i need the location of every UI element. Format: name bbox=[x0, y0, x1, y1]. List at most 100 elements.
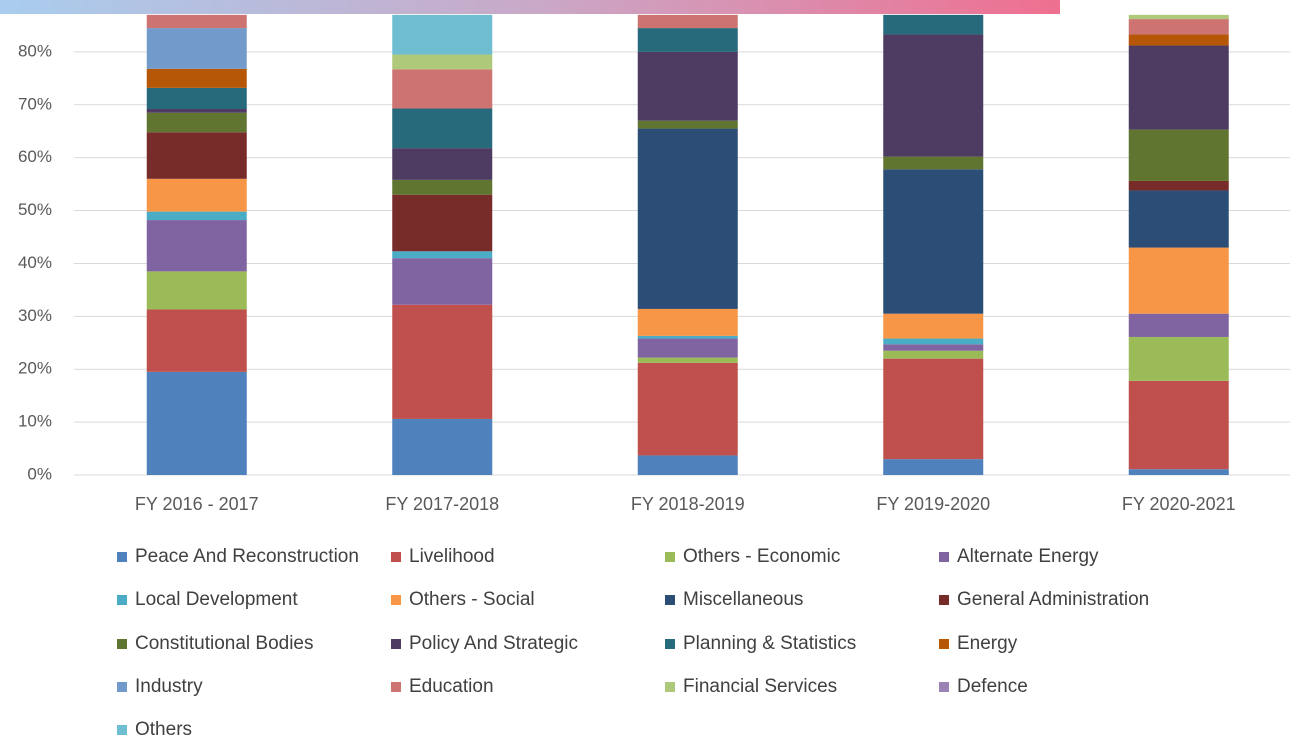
bar-segment bbox=[392, 304, 493, 419]
legend-label: Policy And Strategic bbox=[409, 633, 578, 654]
header-banner bbox=[0, 0, 1060, 14]
bar-segment bbox=[883, 344, 984, 351]
bar-segment bbox=[146, 87, 247, 110]
bar-segment bbox=[146, 68, 247, 88]
legend-label: General Administration bbox=[957, 589, 1149, 610]
legend-swatch bbox=[117, 552, 127, 562]
bar-segment bbox=[1128, 313, 1229, 337]
bar-segment bbox=[883, 169, 984, 314]
legend-swatch bbox=[117, 682, 127, 692]
y-tick-label: 20% bbox=[18, 359, 52, 378]
y-tick-label: 30% bbox=[18, 306, 52, 325]
y-tick-label: 60% bbox=[18, 147, 52, 166]
bar-segment bbox=[883, 338, 984, 345]
legend-label: Alternate Energy bbox=[957, 546, 1099, 567]
legend-label: Others - Social bbox=[409, 589, 535, 610]
bar-segment bbox=[392, 54, 493, 70]
bar-segment bbox=[146, 211, 247, 221]
bar-segment bbox=[146, 132, 247, 179]
bar-segment bbox=[1128, 19, 1229, 35]
bar-segment bbox=[883, 350, 984, 359]
legend-label: Others bbox=[135, 719, 192, 738]
legend-label: Local Development bbox=[135, 589, 298, 610]
legend-swatch bbox=[391, 595, 401, 605]
bar-segment bbox=[883, 313, 984, 339]
bar-segment bbox=[883, 358, 984, 460]
x-tick-label: FY 2016 - 2017 bbox=[135, 494, 259, 514]
bar-segment bbox=[146, 109, 247, 113]
legend-label: Others - Economic bbox=[683, 546, 840, 567]
bar-segment bbox=[637, 335, 738, 339]
legend-label: Livelihood bbox=[409, 546, 495, 567]
bar-segment bbox=[1128, 34, 1229, 46]
legend-label: Industry bbox=[135, 676, 203, 697]
x-tick-label: FY 2018-2019 bbox=[631, 494, 745, 514]
bar-segment bbox=[637, 357, 738, 363]
bar-segment bbox=[392, 418, 493, 475]
bar-segment bbox=[883, 34, 984, 157]
bar-segment bbox=[392, 194, 493, 252]
bar-segment bbox=[392, 14, 493, 55]
bar-segment bbox=[146, 112, 247, 133]
legend-swatch bbox=[939, 639, 949, 649]
bar-segment bbox=[1128, 336, 1229, 381]
bar-segment bbox=[637, 51, 738, 121]
bar-segment bbox=[146, 14, 247, 29]
bar-segment bbox=[637, 120, 738, 129]
y-tick-label: 80% bbox=[18, 41, 52, 60]
bar-segment bbox=[883, 459, 984, 475]
y-tick-label: 10% bbox=[18, 412, 52, 431]
x-tick-label: FY 2020-2021 bbox=[1122, 494, 1236, 514]
legend-swatch bbox=[391, 682, 401, 692]
legend-swatch bbox=[665, 682, 675, 692]
legend-label: Peace And Reconstruction bbox=[135, 546, 359, 567]
bar-segment bbox=[392, 251, 493, 259]
legend-swatch bbox=[939, 552, 949, 562]
bar-segment bbox=[146, 178, 247, 212]
bar-segment bbox=[1128, 45, 1229, 130]
bar-segment bbox=[146, 371, 247, 475]
y-tick-label: 50% bbox=[18, 200, 52, 219]
bar-segment bbox=[1128, 247, 1229, 314]
bar-segment bbox=[1128, 180, 1229, 191]
legend-swatch bbox=[939, 595, 949, 605]
legend-swatch bbox=[665, 639, 675, 649]
bar-segment bbox=[637, 338, 738, 358]
legend-label: Defence bbox=[957, 676, 1028, 697]
bar-segment bbox=[883, 156, 984, 170]
bar-segment bbox=[1128, 380, 1229, 470]
legend-swatch bbox=[117, 725, 127, 735]
bar-segment bbox=[392, 179, 493, 195]
legend-swatch bbox=[939, 682, 949, 692]
bar-segment bbox=[1128, 14, 1229, 20]
legend-swatch bbox=[665, 595, 675, 605]
x-tick-label: FY 2019-2020 bbox=[876, 494, 990, 514]
bar-segment bbox=[146, 309, 247, 372]
bar-segment bbox=[637, 28, 738, 52]
legend-label: Miscellaneous bbox=[683, 589, 803, 610]
y-tick-label: 70% bbox=[18, 94, 52, 113]
bar-segment bbox=[392, 258, 493, 305]
legend-swatch bbox=[391, 552, 401, 562]
bar-segment bbox=[883, 14, 984, 35]
legend-swatch bbox=[117, 595, 127, 605]
legend-label: Education bbox=[409, 676, 494, 697]
bar-segment bbox=[1128, 190, 1229, 248]
legend-swatch bbox=[665, 552, 675, 562]
bar-segment bbox=[637, 455, 738, 475]
x-tick-label: FY 2017-2018 bbox=[385, 494, 499, 514]
bar-segment bbox=[392, 69, 493, 109]
bar-segment bbox=[637, 128, 738, 309]
bar-segment bbox=[146, 220, 247, 272]
legend-label: Financial Services bbox=[683, 676, 837, 697]
bar-segment bbox=[637, 362, 738, 456]
legend-label: Planning & Statistics bbox=[683, 633, 856, 654]
bar-segment bbox=[146, 271, 247, 310]
bar-segment bbox=[637, 14, 738, 29]
bar-segment bbox=[1128, 469, 1229, 475]
y-tick-label: 40% bbox=[18, 253, 52, 272]
bar-segment bbox=[392, 148, 493, 180]
bar-segment bbox=[392, 108, 493, 149]
legend-swatch bbox=[117, 639, 127, 649]
